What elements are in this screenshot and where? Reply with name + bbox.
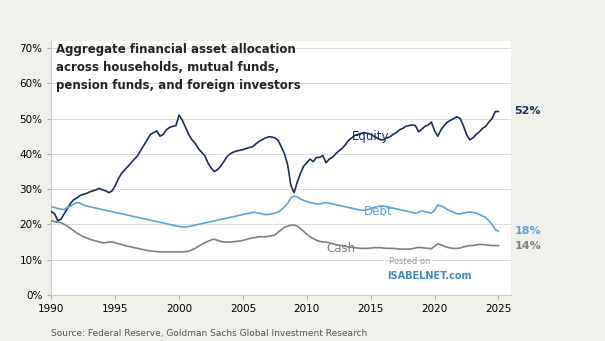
Text: 18%: 18% — [514, 226, 541, 236]
Text: Cash: Cash — [326, 242, 355, 255]
Text: Source: Federal Reserve, Goldman Sachs Global Investment Research: Source: Federal Reserve, Goldman Sachs G… — [51, 329, 368, 338]
Text: ISABELNET.com: ISABELNET.com — [387, 271, 471, 281]
Text: Debt: Debt — [364, 205, 393, 218]
Text: 14%: 14% — [514, 240, 541, 251]
Text: Aggregate financial asset allocation
across households, mutual funds,
pension fu: Aggregate financial asset allocation acr… — [56, 43, 301, 92]
Text: Equity: Equity — [352, 130, 389, 143]
Text: 52%: 52% — [514, 106, 541, 117]
Text: Posted on: Posted on — [390, 257, 431, 266]
